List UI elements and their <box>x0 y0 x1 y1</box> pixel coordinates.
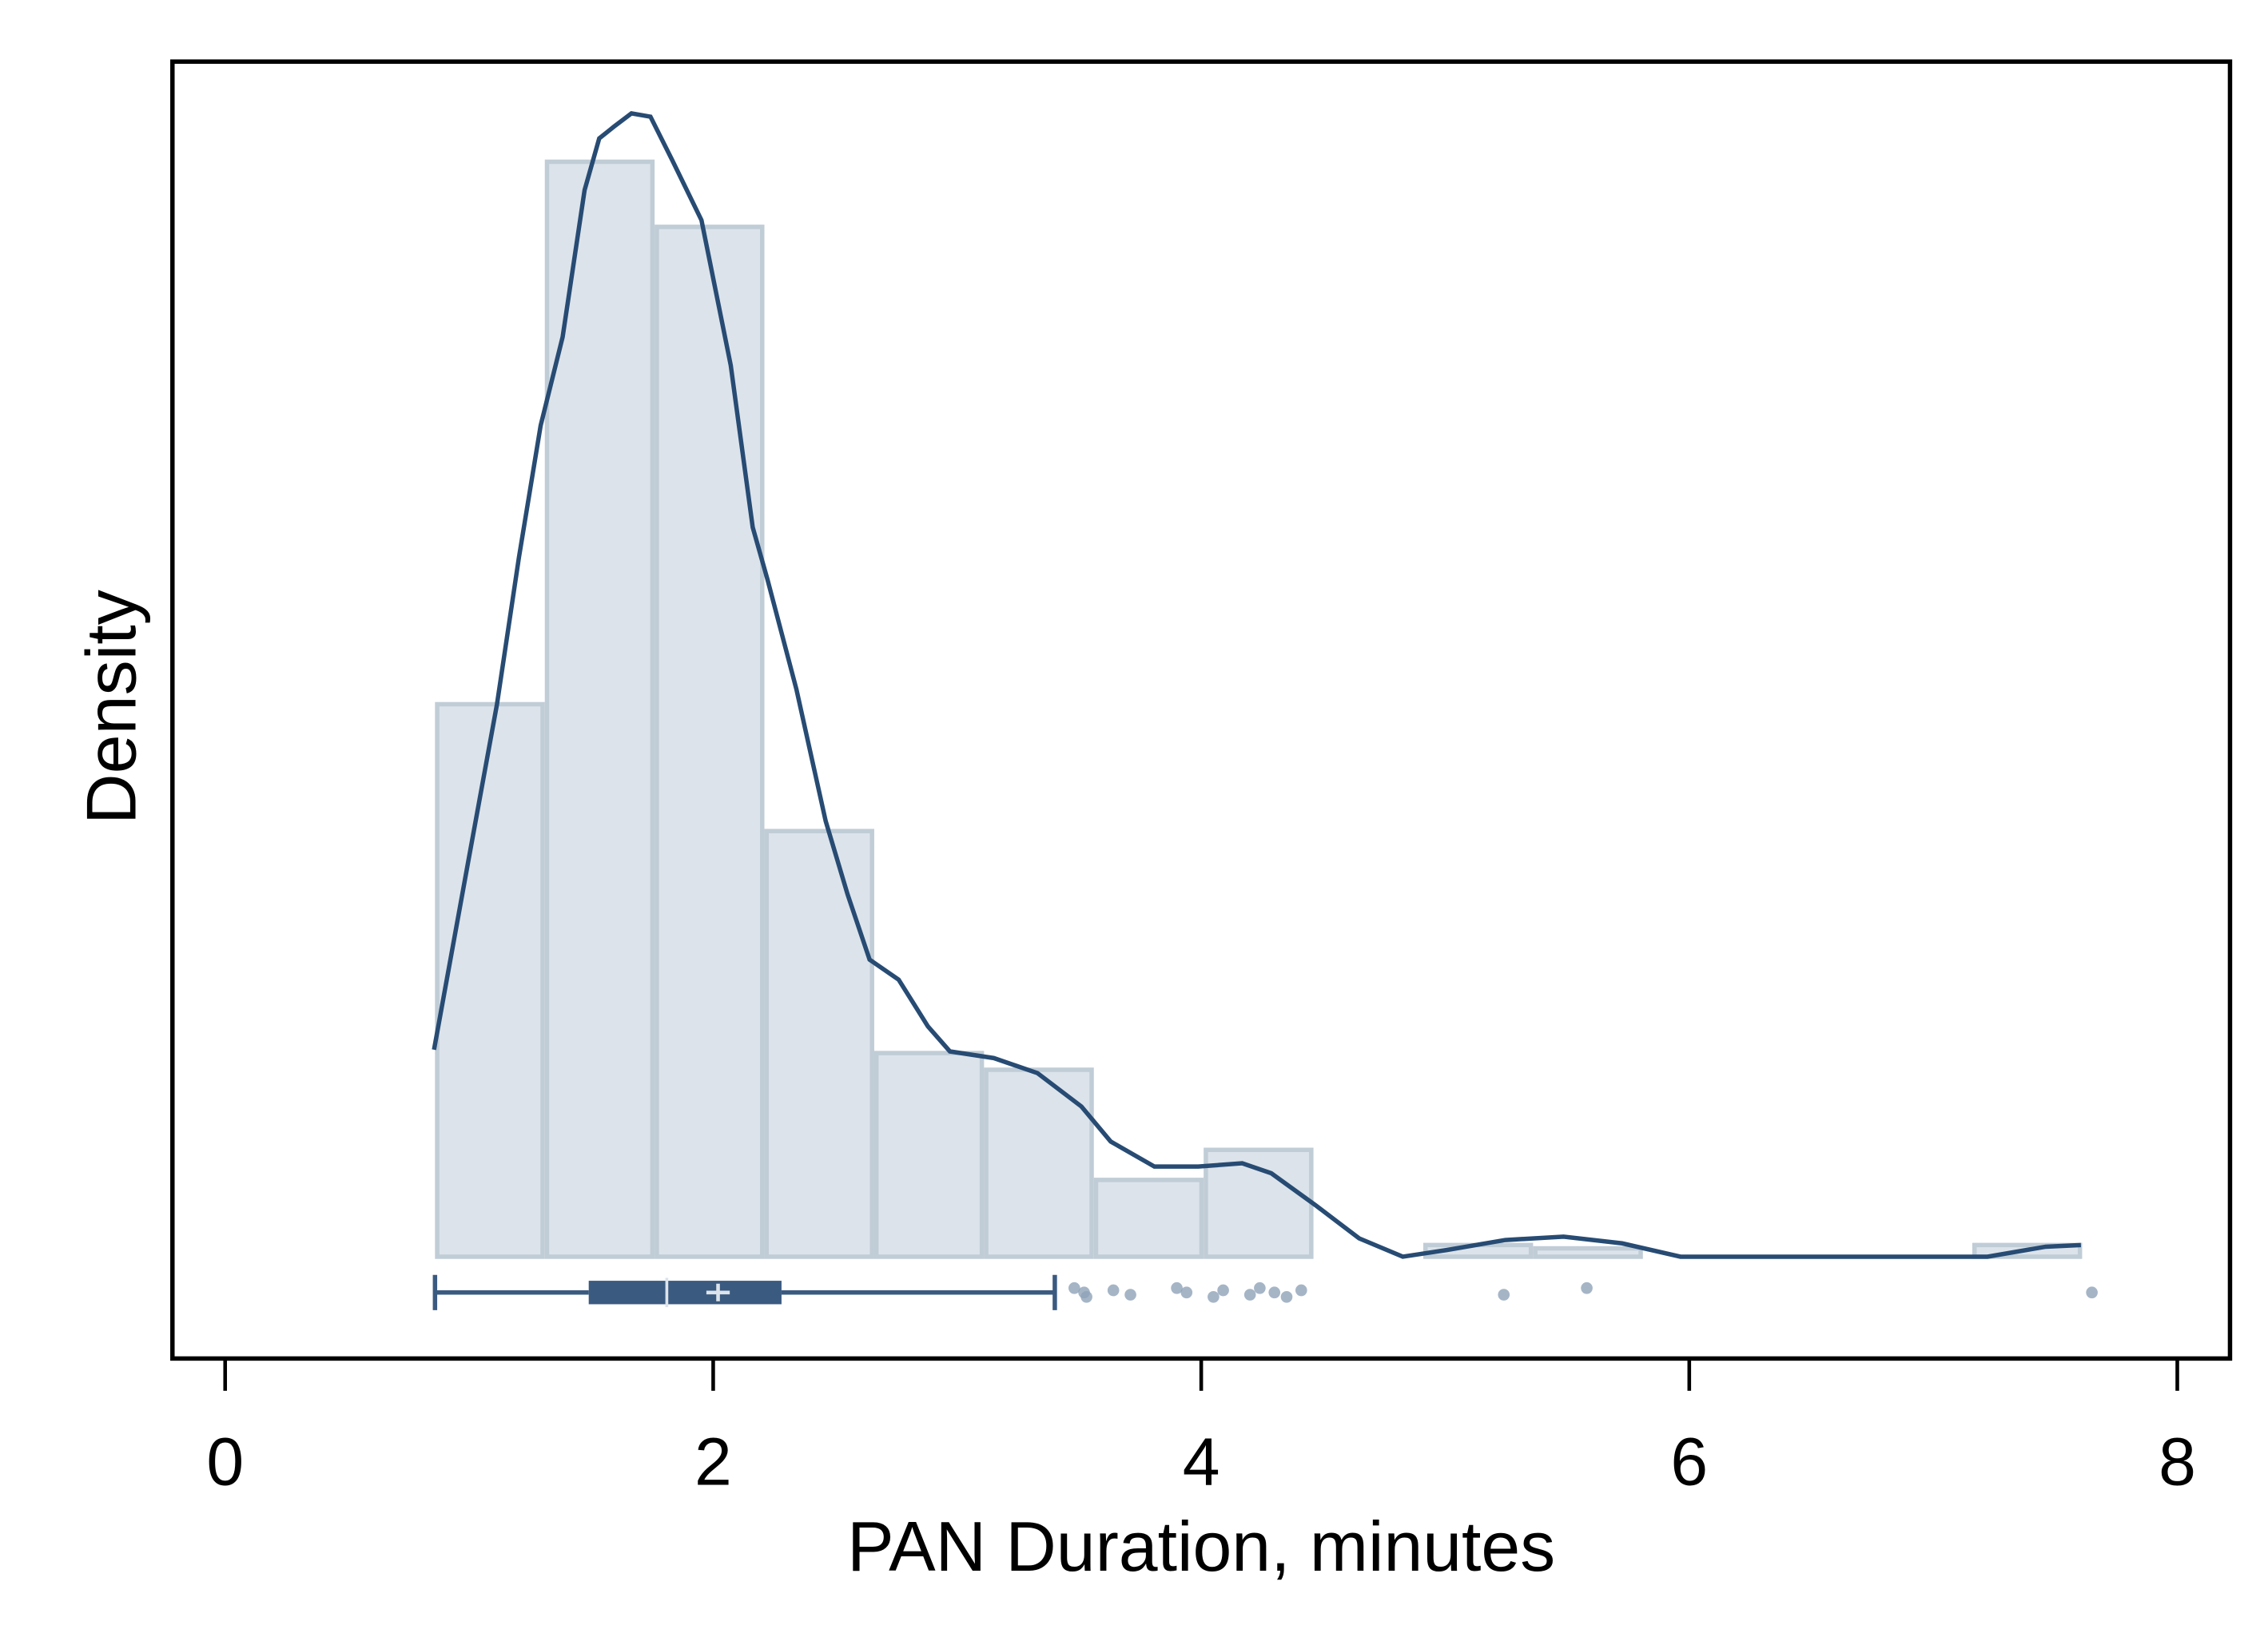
x-tick-label: 0 <box>206 1424 244 1499</box>
histogram-bar <box>873 1051 985 1259</box>
outlier-point <box>1498 1289 1510 1301</box>
x-tick-label: 6 <box>1670 1424 1708 1499</box>
y-axis-title: Density <box>72 590 151 824</box>
density-curve <box>432 110 2082 1259</box>
histogram-bar <box>1533 1246 1643 1259</box>
histogram-bar <box>435 701 545 1259</box>
outlier-point <box>1581 1281 1593 1294</box>
x-tick-label: 8 <box>2159 1424 2196 1499</box>
outlier-point <box>1254 1281 1266 1294</box>
histogram-bar <box>1093 1178 1204 1259</box>
histogram-bar <box>544 159 655 1259</box>
outlier-point <box>1217 1284 1229 1297</box>
histogram-bar <box>655 225 765 1259</box>
outlier-point <box>1243 1289 1256 1301</box>
x-axis-title: PAN Duration, minutes <box>847 1507 1555 1586</box>
outlier-point <box>1268 1286 1281 1299</box>
outlier-point <box>2086 1286 2098 1299</box>
box <box>588 1281 782 1305</box>
x-tick-label: 2 <box>694 1424 732 1499</box>
histogram-bar <box>984 1067 1094 1259</box>
outlier-point <box>1080 1290 1092 1303</box>
outlier-point <box>1295 1284 1307 1297</box>
outlier-point <box>1171 1281 1183 1294</box>
outlier-point <box>1068 1281 1080 1294</box>
box-mean <box>706 1283 730 1301</box>
outlier-point <box>1107 1284 1120 1297</box>
outlier-point <box>1280 1290 1293 1303</box>
outlier-point <box>1124 1289 1136 1301</box>
x-tick-label: 4 <box>1183 1424 1220 1499</box>
histogram-bar <box>764 828 874 1259</box>
outlier-point <box>1180 1286 1193 1299</box>
outlier-point <box>1208 1290 1220 1303</box>
